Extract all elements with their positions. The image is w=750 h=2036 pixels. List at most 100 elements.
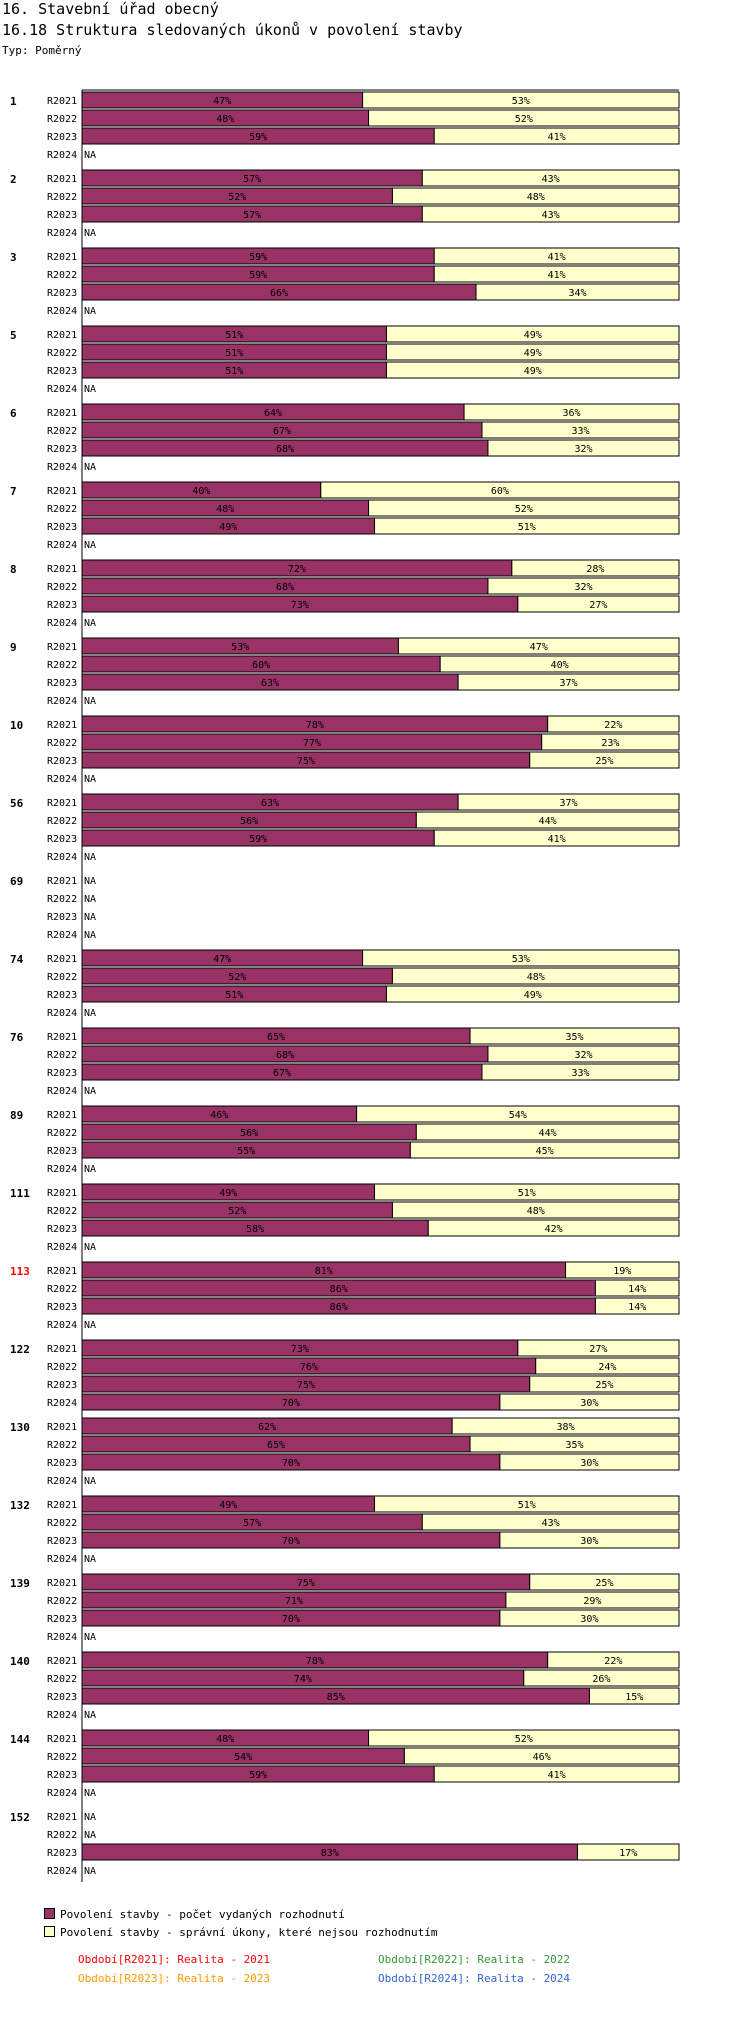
period-label-5-R2023: R2023: [47, 366, 77, 377]
period-label-7-R2023: R2023: [47, 522, 77, 533]
period-label-69-R2022: R2022: [47, 894, 77, 905]
period-label-10-R2024: R2024: [47, 774, 77, 785]
value-label-issued-139-R2023: 70%: [282, 1614, 300, 1625]
value-label-issued-5-R2021: 51%: [225, 330, 243, 341]
period-label-111-R2022: R2022: [47, 1206, 77, 1217]
period-label-111-R2024: R2024: [47, 1242, 77, 1253]
value-label-other-2-R2022: 48%: [527, 192, 545, 203]
period-label-140-R2021: R2021: [47, 1656, 77, 1667]
bar-other-6-R2021: [463, 403, 680, 421]
period-label-5-R2021: R2021: [47, 330, 77, 341]
value-label-other-8-R2021: 28%: [586, 564, 604, 575]
period-label-8-R2023: R2023: [47, 600, 77, 611]
bar-other-132-R2021: [374, 1495, 680, 1513]
na-label-69-R2023: NA: [84, 912, 96, 923]
na-label-10-R2024: NA: [84, 774, 96, 785]
period-label-76-R2024: R2024: [47, 1086, 77, 1097]
value-label-issued-8-R2023: 73%: [291, 600, 309, 611]
bar-other-9-R2021: [397, 637, 680, 655]
bar-other-7-R2023: [374, 517, 680, 535]
period-label-144-R2024: R2024: [47, 1788, 77, 1799]
period-label-113-R2024: R2024: [47, 1320, 77, 1331]
chart-title: 16.18 Struktura sledovaných úkonů v povo…: [2, 21, 463, 39]
na-label-140-R2024: NA: [84, 1710, 96, 1721]
value-label-other-122-R2024: 30%: [580, 1398, 598, 1409]
value-label-other-113-R2021: 19%: [613, 1266, 631, 1277]
group-label-132: 132: [10, 1499, 30, 1512]
period-label-122-R2024: R2024: [47, 1398, 77, 1409]
value-label-issued-9-R2022: 60%: [252, 660, 270, 671]
bar-other-74-R2022: [391, 967, 680, 985]
group-label-89: 89: [10, 1109, 23, 1122]
bar-other-152-R2023: [577, 1843, 680, 1861]
period-label-69-R2023: R2023: [47, 912, 77, 923]
period-2023: Období[R2023]: Realita - 2023: [78, 1972, 271, 1985]
chart-section-title: 16. Stavební úřad obecný: [2, 0, 219, 18]
value-label-issued-132-R2022: 57%: [243, 1518, 261, 1529]
value-label-issued-111-R2023: 58%: [246, 1224, 264, 1235]
na-label-69-R2021: NA: [84, 876, 96, 887]
na-label-2-R2024: NA: [84, 228, 96, 239]
period-2022: Období[R2022]: Realita - 2022: [378, 1953, 571, 1966]
value-label-other-152-R2023: 17%: [619, 1848, 637, 1859]
value-label-issued-144-R2021: 48%: [216, 1734, 234, 1745]
period-label-89-R2024: R2024: [47, 1164, 77, 1175]
value-label-other-113-R2023: 14%: [628, 1302, 646, 1313]
value-label-issued-10-R2021: 78%: [306, 720, 324, 731]
bar-other-130-R2023: [499, 1453, 680, 1471]
value-label-issued-122-R2023: 75%: [297, 1380, 315, 1391]
group-label-3: 3: [10, 251, 17, 264]
value-label-issued-2-R2021: 57%: [243, 174, 261, 185]
legend-swatch-issued: [44, 1908, 55, 1919]
bar-other-122-R2023: [529, 1375, 680, 1393]
period-label-9-R2021: R2021: [47, 642, 77, 653]
value-label-issued-8-R2022: 68%: [276, 582, 294, 593]
period-label-130-R2022: R2022: [47, 1440, 77, 1451]
bar-other-5-R2023: [385, 361, 680, 379]
period-label-56-R2021: R2021: [47, 798, 77, 809]
bar-other-7-R2022: [368, 499, 680, 517]
value-label-issued-7-R2021: 40%: [192, 486, 210, 497]
na-label-9-R2024: NA: [84, 696, 96, 707]
period-label-56-R2024: R2024: [47, 852, 77, 863]
value-label-other-130-R2023: 30%: [580, 1458, 598, 1469]
na-label-139-R2024: NA: [84, 1632, 96, 1643]
value-label-other-122-R2022: 24%: [598, 1362, 616, 1373]
bar-other-89-R2021: [356, 1105, 680, 1123]
period-label-139-R2022: R2022: [47, 1596, 77, 1607]
legend-item-other: Povolení stavby - správní úkony, které n…: [44, 1926, 438, 1940]
na-label-69-R2024: NA: [84, 930, 96, 941]
period-label-76-R2023: R2023: [47, 1068, 77, 1079]
na-label-152-R2021: NA: [84, 1812, 96, 1823]
value-label-other-132-R2023: 30%: [580, 1536, 598, 1547]
value-label-issued-76-R2022: 68%: [276, 1050, 294, 1061]
na-label-76-R2024: NA: [84, 1086, 96, 1097]
period-label-152-R2021: R2021: [47, 1812, 77, 1823]
period-label-6-R2021: R2021: [47, 408, 77, 419]
value-label-issued-139-R2021: 75%: [297, 1578, 315, 1589]
period-label-74-R2023: R2023: [47, 990, 77, 1001]
period-label-3-R2022: R2022: [47, 270, 77, 281]
period-label-6-R2024: R2024: [47, 462, 77, 473]
na-label-74-R2024: NA: [84, 1008, 96, 1019]
na-label-56-R2024: NA: [84, 852, 96, 863]
value-label-issued-113-R2022: 86%: [330, 1284, 348, 1295]
value-label-issued-130-R2021: 62%: [258, 1422, 276, 1433]
period-label-152-R2023: R2023: [47, 1848, 77, 1859]
value-label-issued-122-R2021: 73%: [291, 1344, 309, 1355]
group-label-144: 144: [10, 1733, 30, 1746]
period-label-132-R2021: R2021: [47, 1500, 77, 1511]
period-label-122-R2022: R2022: [47, 1362, 77, 1373]
bar-other-140-R2023: [588, 1687, 680, 1705]
value-label-other-1-R2021: 53%: [512, 96, 530, 107]
bar-other-130-R2021: [451, 1417, 680, 1435]
value-label-other-139-R2023: 30%: [580, 1614, 598, 1625]
value-label-other-6-R2022: 33%: [571, 426, 589, 437]
value-label-other-89-R2023: 45%: [536, 1146, 554, 1157]
value-label-other-10-R2023: 25%: [595, 756, 613, 767]
period-label-5-R2022: R2022: [47, 348, 77, 359]
period-label-130-R2023: R2023: [47, 1458, 77, 1469]
group-label-130: 130: [10, 1421, 30, 1434]
group-label-9: 9: [10, 641, 17, 654]
period-label-76-R2021: R2021: [47, 1032, 77, 1043]
